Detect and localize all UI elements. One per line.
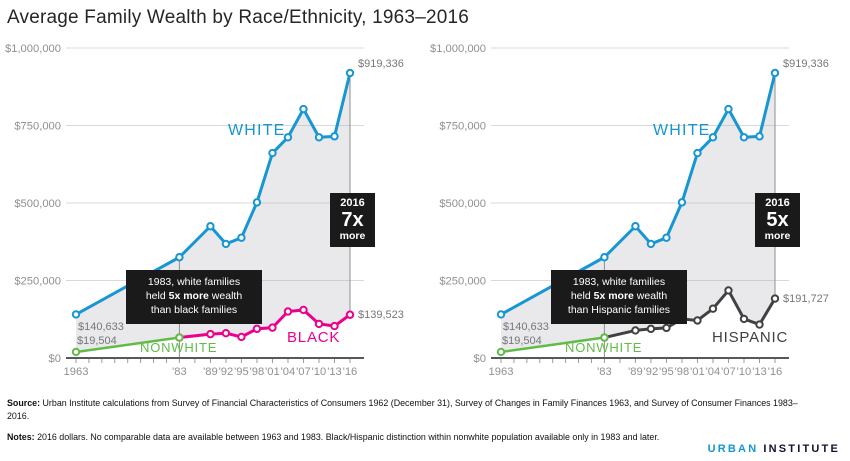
chart-white-vs-black: $0 $250,000 $500,000 $750,000 $1,000,000 1963… (0, 36, 425, 382)
svg-text:'83: '83 (597, 366, 612, 378)
svg-text:'83: '83 (172, 366, 187, 378)
svg-text:'95: '95 (234, 366, 249, 378)
svg-text:'10: '10 (312, 366, 327, 378)
series-white-line (496, 68, 780, 319)
value-label-white-2016: $919,336 (783, 58, 829, 70)
notes-text: 2016 dollars. No comparable data are ava… (34, 431, 660, 442)
svg-text:'07: '07 (296, 366, 311, 378)
svg-text:'04: '04 (281, 366, 296, 378)
source-note: Source: Urban Institute calculations fro… (7, 397, 807, 424)
notes-label: Notes: (7, 431, 35, 442)
annotation-ratio: 5x (766, 208, 789, 231)
series-nonwhite-line (71, 333, 184, 357)
svg-text:'98: '98 (250, 366, 265, 378)
svg-text:$500,000: $500,000 (439, 198, 486, 210)
svg-text:$750,000: $750,000 (14, 121, 61, 133)
series-label-hispanic: HISPANIC (712, 329, 789, 346)
series-label-white: WHITE (228, 122, 286, 139)
annotation-year: 2016 (340, 197, 365, 209)
svg-text:'16: '16 (768, 366, 783, 378)
annotation-line-3: than black families (150, 303, 238, 316)
series-label-nonwhite: NONWHITE (140, 340, 218, 355)
annotation-line-2-bold: 5x more (168, 289, 209, 302)
svg-text:'13: '13 (327, 366, 342, 378)
annotation-line-2-post: wealth (208, 289, 243, 302)
annotation-2016-black: 2016 7x more (330, 193, 375, 247)
svg-text:1963: 1963 (489, 366, 514, 378)
svg-text:'16: '16 (343, 366, 358, 378)
charts-row: $0 $250,000 $500,000 $750,000 $1,000,000 1963… (0, 36, 850, 382)
svg-text:'13: '13 (752, 366, 767, 378)
series-label-nonwhite: NONWHITE (565, 340, 643, 355)
annotation-line-2-pre: held (145, 289, 169, 302)
annotation-line-1: 1983, white families (147, 276, 241, 288)
value-label-white-1963: $140,633 (78, 321, 124, 334)
x-axis-labels: 1963 '83 '89'92'95'98'01'04'07'10'13'16 (64, 366, 358, 378)
value-label-nonwhite-1963: $19,504 (77, 334, 117, 347)
annotation-line-2-pre: held (570, 289, 594, 302)
svg-text:'95: '95 (659, 366, 674, 378)
svg-text:1963: 1963 (64, 366, 89, 378)
annotation-line-1: 1983, white families (572, 276, 666, 288)
value-label-white-1963: $140,633 (503, 321, 549, 334)
y-axis-labels: $0 $250,000 $500,000 $750,000 $1,000,000 (430, 43, 486, 365)
annotation-line-2-post: wealth (633, 289, 668, 302)
annotation-line-3: than Hispanic families (567, 303, 671, 316)
urban-institute-logo: URBAN INSTITUTE (708, 443, 840, 455)
svg-text:$1,000,000: $1,000,000 (5, 43, 61, 55)
series-label-black: BLACK (287, 329, 341, 346)
annotation-more: more (764, 229, 791, 242)
logo-word-institute: INSTITUTE (763, 443, 840, 455)
chart-white-vs-hispanic: $0 $250,000 $500,000 $750,000 $1,000,000 1963… (425, 36, 850, 382)
page-title: Average Family Wealth by Race/Ethnicity,… (7, 7, 470, 28)
svg-text:'92: '92 (644, 366, 659, 378)
x-axis-ticks (500, 359, 776, 363)
series-nonwhite-line (496, 333, 609, 357)
svg-text:'04: '04 (706, 366, 721, 378)
value-label-hispanic-2016: $191,727 (783, 292, 829, 305)
annotation-2016-hispanic: 2016 5x more (755, 193, 800, 247)
annotation-line-2-bold: 5x more (593, 289, 634, 302)
svg-text:$250,000: $250,000 (14, 276, 61, 288)
source-text: Urban Institute calculations from Survey… (7, 398, 798, 422)
svg-text:$0: $0 (49, 353, 61, 365)
svg-text:$750,000: $750,000 (439, 121, 486, 133)
svg-text:'10: '10 (737, 366, 752, 378)
value-label-black-2016: $139,523 (358, 308, 404, 321)
annotation-more: more (339, 229, 366, 242)
series-white-line (71, 68, 355, 319)
y-axis-labels: $0 $250,000 $500,000 $750,000 $1,000,000 (5, 43, 61, 365)
notes-note: Notes: 2016 dollars. No comparable data … (7, 431, 807, 444)
annotation-1983-black: 1983, white families held 5x more wealth… (126, 270, 262, 324)
footer: Source: Urban Institute calculations fro… (7, 397, 850, 444)
svg-text:'01: '01 (690, 366, 705, 378)
annotation-year: 2016 (765, 197, 790, 209)
svg-text:'98: '98 (675, 366, 690, 378)
svg-text:$500,000: $500,000 (14, 198, 61, 210)
series-label-white: WHITE (653, 122, 711, 139)
annotation-ratio: 7x (341, 208, 364, 231)
logo-word-urban: URBAN (707, 443, 759, 455)
svg-text:$1,000,000: $1,000,000 (430, 43, 486, 55)
svg-text:'89: '89 (203, 366, 218, 378)
svg-text:'07: '07 (721, 366, 736, 378)
annotation-1983-hispanic: 1983, white families held 5x more wealth… (551, 270, 687, 324)
source-label: Source: (7, 398, 41, 408)
x-axis-ticks (75, 359, 351, 363)
series-black-line (175, 305, 355, 342)
svg-text:$0: $0 (474, 353, 486, 365)
svg-text:$250,000: $250,000 (439, 276, 486, 288)
svg-text:'89: '89 (628, 366, 643, 378)
svg-text:'92: '92 (219, 366, 234, 378)
value-label-nonwhite-1963: $19,504 (502, 334, 542, 347)
value-label-white-2016: $919,336 (358, 58, 404, 70)
x-axis-labels: 1963 '83 '89'92'95'98'01'04'07'10'13'16 (489, 366, 783, 378)
svg-text:'01: '01 (265, 366, 280, 378)
